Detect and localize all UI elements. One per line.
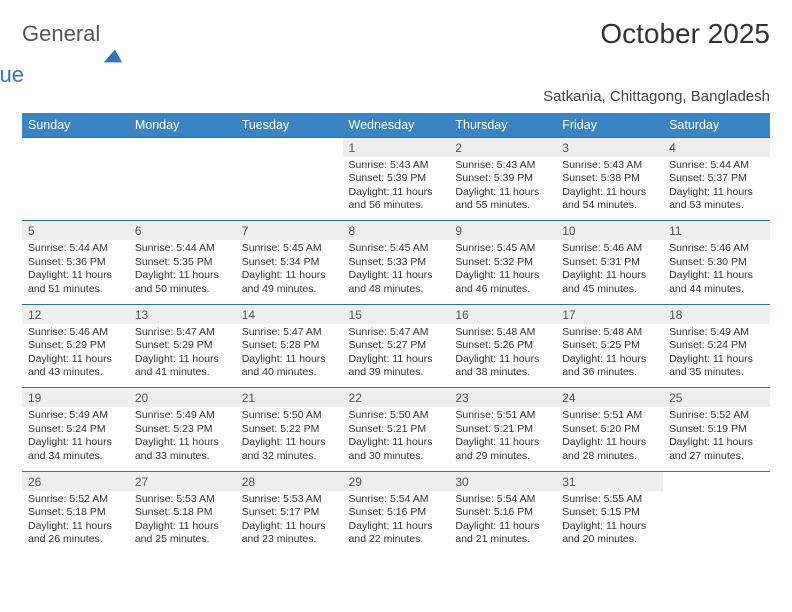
day-content-cell: Sunrise: 5:46 AMSunset: 5:31 PMDaylight:… [556,240,663,304]
day-content-cell: Sunrise: 5:48 AMSunset: 5:25 PMDaylight:… [556,324,663,388]
day-number-cell: 13 [129,304,236,324]
day-number-cell: 1 [343,137,450,157]
weekday-header: Sunday [22,113,129,138]
day-number-cell: 30 [449,471,556,491]
day-number-cell: 7 [236,221,343,241]
day-number-cell: 2 [449,137,556,157]
day-number-row: 1234 [22,137,770,157]
day-number-cell: 29 [343,471,450,491]
day-content-cell: Sunrise: 5:43 AMSunset: 5:39 PMDaylight:… [343,157,450,221]
day-number-row: 19202122232425 [22,388,770,408]
weekday-header-row: SundayMondayTuesdayWednesdayThursdayFrid… [22,113,770,138]
location-subtitle: Satkania, Chittagong, Bangladesh [22,88,770,105]
day-content-cell: Sunrise: 5:47 AMSunset: 5:27 PMDaylight:… [343,324,450,388]
weekday-header: Thursday [449,113,556,138]
day-number-row: 262728293031 [22,471,770,491]
day-number-cell: 31 [556,471,663,491]
day-content-cell: Sunrise: 5:48 AMSunset: 5:26 PMDaylight:… [449,324,556,388]
day-content-cell: Sunrise: 5:54 AMSunset: 5:16 PMDaylight:… [343,491,450,555]
day-content-cell: Sunrise: 5:46 AMSunset: 5:30 PMDaylight:… [663,240,770,304]
day-content-cell: Sunrise: 5:45 AMSunset: 5:34 PMDaylight:… [236,240,343,304]
day-number-cell [236,137,343,157]
day-content-cell: Sunrise: 5:44 AMSunset: 5:35 PMDaylight:… [129,240,236,304]
day-number-cell: 4 [663,137,770,157]
day-content-cell [663,491,770,555]
day-number-cell: 17 [556,304,663,324]
weekday-header: Wednesday [343,113,450,138]
day-content-cell: Sunrise: 5:55 AMSunset: 5:15 PMDaylight:… [556,491,663,555]
brand-blue: Blue [0,65,100,86]
day-number-cell: 12 [22,304,129,324]
day-content-cell: Sunrise: 5:52 AMSunset: 5:18 PMDaylight:… [22,491,129,555]
day-content-cell: Sunrise: 5:54 AMSunset: 5:16 PMDaylight:… [449,491,556,555]
day-content-cell: Sunrise: 5:51 AMSunset: 5:20 PMDaylight:… [556,407,663,471]
day-number-cell: 21 [236,388,343,408]
day-number-cell: 6 [129,221,236,241]
day-number-cell: 15 [343,304,450,324]
day-number-cell: 14 [236,304,343,324]
page-title: October 2025 [600,18,770,50]
day-content-row: Sunrise: 5:52 AMSunset: 5:18 PMDaylight:… [22,491,770,555]
day-content-cell: Sunrise: 5:46 AMSunset: 5:29 PMDaylight:… [22,324,129,388]
day-content-cell: Sunrise: 5:43 AMSunset: 5:38 PMDaylight:… [556,157,663,221]
brand-logo: General Blue [22,24,124,86]
day-content-cell: Sunrise: 5:44 AMSunset: 5:37 PMDaylight:… [663,157,770,221]
day-number-cell: 26 [22,471,129,491]
day-number-cell: 9 [449,221,556,241]
day-content-cell: Sunrise: 5:53 AMSunset: 5:17 PMDaylight:… [236,491,343,555]
day-content-cell: Sunrise: 5:47 AMSunset: 5:28 PMDaylight:… [236,324,343,388]
day-number-cell: 25 [663,388,770,408]
day-number-cell: 10 [556,221,663,241]
day-number-cell [663,471,770,491]
day-content-cell [129,157,236,221]
day-number-cell: 18 [663,304,770,324]
day-content-cell: Sunrise: 5:49 AMSunset: 5:24 PMDaylight:… [22,407,129,471]
calendar-table: SundayMondayTuesdayWednesdayThursdayFrid… [22,113,770,555]
weekday-header: Tuesday [236,113,343,138]
day-content-cell [22,157,129,221]
day-number-cell: 24 [556,388,663,408]
day-number-cell: 22 [343,388,450,408]
day-number-cell: 20 [129,388,236,408]
header: General Blue October 2025 [22,18,770,86]
day-number-cell: 19 [22,388,129,408]
day-number-row: 567891011 [22,221,770,241]
day-content-row: Sunrise: 5:46 AMSunset: 5:29 PMDaylight:… [22,324,770,388]
day-content-cell: Sunrise: 5:52 AMSunset: 5:19 PMDaylight:… [663,407,770,471]
day-number-cell [22,137,129,157]
day-content-cell: Sunrise: 5:49 AMSunset: 5:23 PMDaylight:… [129,407,236,471]
calendar-page: General Blue October 2025 Satkania, Chit… [0,0,792,573]
day-number-cell: 11 [663,221,770,241]
day-content-cell: Sunrise: 5:43 AMSunset: 5:39 PMDaylight:… [449,157,556,221]
day-number-cell: 3 [556,137,663,157]
logo-triangle-icon [102,44,124,66]
weekday-header: Saturday [663,113,770,138]
day-content-cell: Sunrise: 5:45 AMSunset: 5:32 PMDaylight:… [449,240,556,304]
day-number-cell: 28 [236,471,343,491]
day-number-cell: 8 [343,221,450,241]
day-content-cell: Sunrise: 5:47 AMSunset: 5:29 PMDaylight:… [129,324,236,388]
day-number-row: 12131415161718 [22,304,770,324]
day-content-cell: Sunrise: 5:50 AMSunset: 5:22 PMDaylight:… [236,407,343,471]
day-content-cell: Sunrise: 5:53 AMSunset: 5:18 PMDaylight:… [129,491,236,555]
day-content-cell: Sunrise: 5:44 AMSunset: 5:36 PMDaylight:… [22,240,129,304]
day-content-cell: Sunrise: 5:49 AMSunset: 5:24 PMDaylight:… [663,324,770,388]
weekday-header: Monday [129,113,236,138]
day-content-cell: Sunrise: 5:50 AMSunset: 5:21 PMDaylight:… [343,407,450,471]
day-number-cell: 27 [129,471,236,491]
day-content-cell [236,157,343,221]
day-number-cell: 16 [449,304,556,324]
day-content-cell: Sunrise: 5:51 AMSunset: 5:21 PMDaylight:… [449,407,556,471]
day-number-cell: 23 [449,388,556,408]
day-number-cell: 5 [22,221,129,241]
day-content-row: Sunrise: 5:49 AMSunset: 5:24 PMDaylight:… [22,407,770,471]
brand-general: General [22,24,100,45]
day-content-cell: Sunrise: 5:45 AMSunset: 5:33 PMDaylight:… [343,240,450,304]
day-number-cell [129,137,236,157]
weekday-header: Friday [556,113,663,138]
day-content-row: Sunrise: 5:44 AMSunset: 5:36 PMDaylight:… [22,240,770,304]
day-content-row: Sunrise: 5:43 AMSunset: 5:39 PMDaylight:… [22,157,770,221]
